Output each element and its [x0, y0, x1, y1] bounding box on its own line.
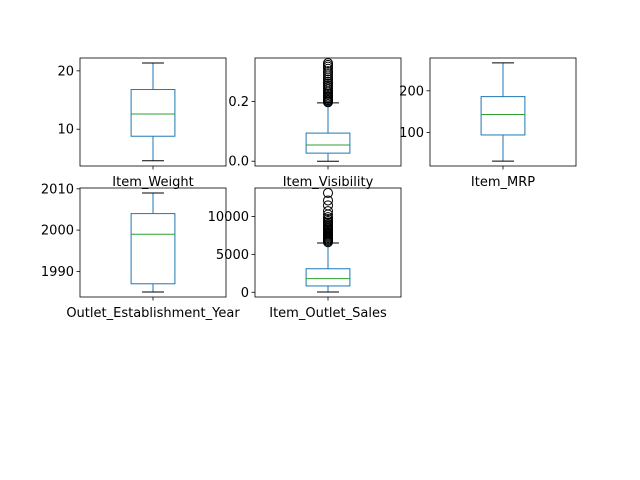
x-tick-label: Outlet_Establishment_Year [66, 306, 240, 321]
y-tick-label: 0.2 [228, 95, 249, 110]
y-tick-label: 20 [57, 64, 74, 79]
y-tick-label: 10 [57, 123, 74, 138]
y-tick-label: 0 [241, 286, 249, 301]
boxplot-panel-0: 10 20 Item_Weight [57, 57, 227, 190]
y-tick-label: 2010 [41, 182, 74, 197]
outlier-point [323, 187, 333, 198]
outlier-point [323, 200, 333, 211]
x-tick-label: Item_Outlet_Sales [269, 306, 387, 321]
iqr-box [480, 96, 526, 136]
outlier-point [323, 195, 333, 206]
iqr-box [305, 268, 351, 287]
outlier-point [323, 206, 333, 217]
boxplot-panel-2: 100 200 Item_MRP [399, 57, 577, 190]
y-tick-label: 200 [399, 84, 424, 99]
y-tick-label: 10000 [208, 210, 249, 225]
boxplot-panel-3: 1990 2000 2010 Outlet_Establishment_Year [41, 182, 240, 321]
boxplot-panel-4: 0 5000 10000 Item_Outlet_Sales [208, 187, 402, 321]
outlier-point [323, 212, 333, 223]
y-tick-label: 1990 [41, 265, 74, 280]
y-tick-label: 0.0 [228, 155, 249, 170]
iqr-box [130, 213, 176, 285]
iqr-box [305, 132, 351, 154]
x-tick-label: Item_Weight [112, 175, 193, 190]
x-tick-label: Item_MRP [471, 175, 535, 190]
boxplot-panel-1: 0.0 0.2 Item_Visibility [228, 57, 402, 190]
outlier-point [323, 66, 333, 77]
outlier-point [323, 58, 333, 69]
y-tick-label: 100 [399, 126, 424, 141]
iqr-box [130, 89, 176, 137]
x-tick-label: Item_Visibility [283, 175, 374, 190]
y-tick-label: 5000 [216, 248, 249, 263]
y-tick-label: 2000 [41, 224, 74, 239]
